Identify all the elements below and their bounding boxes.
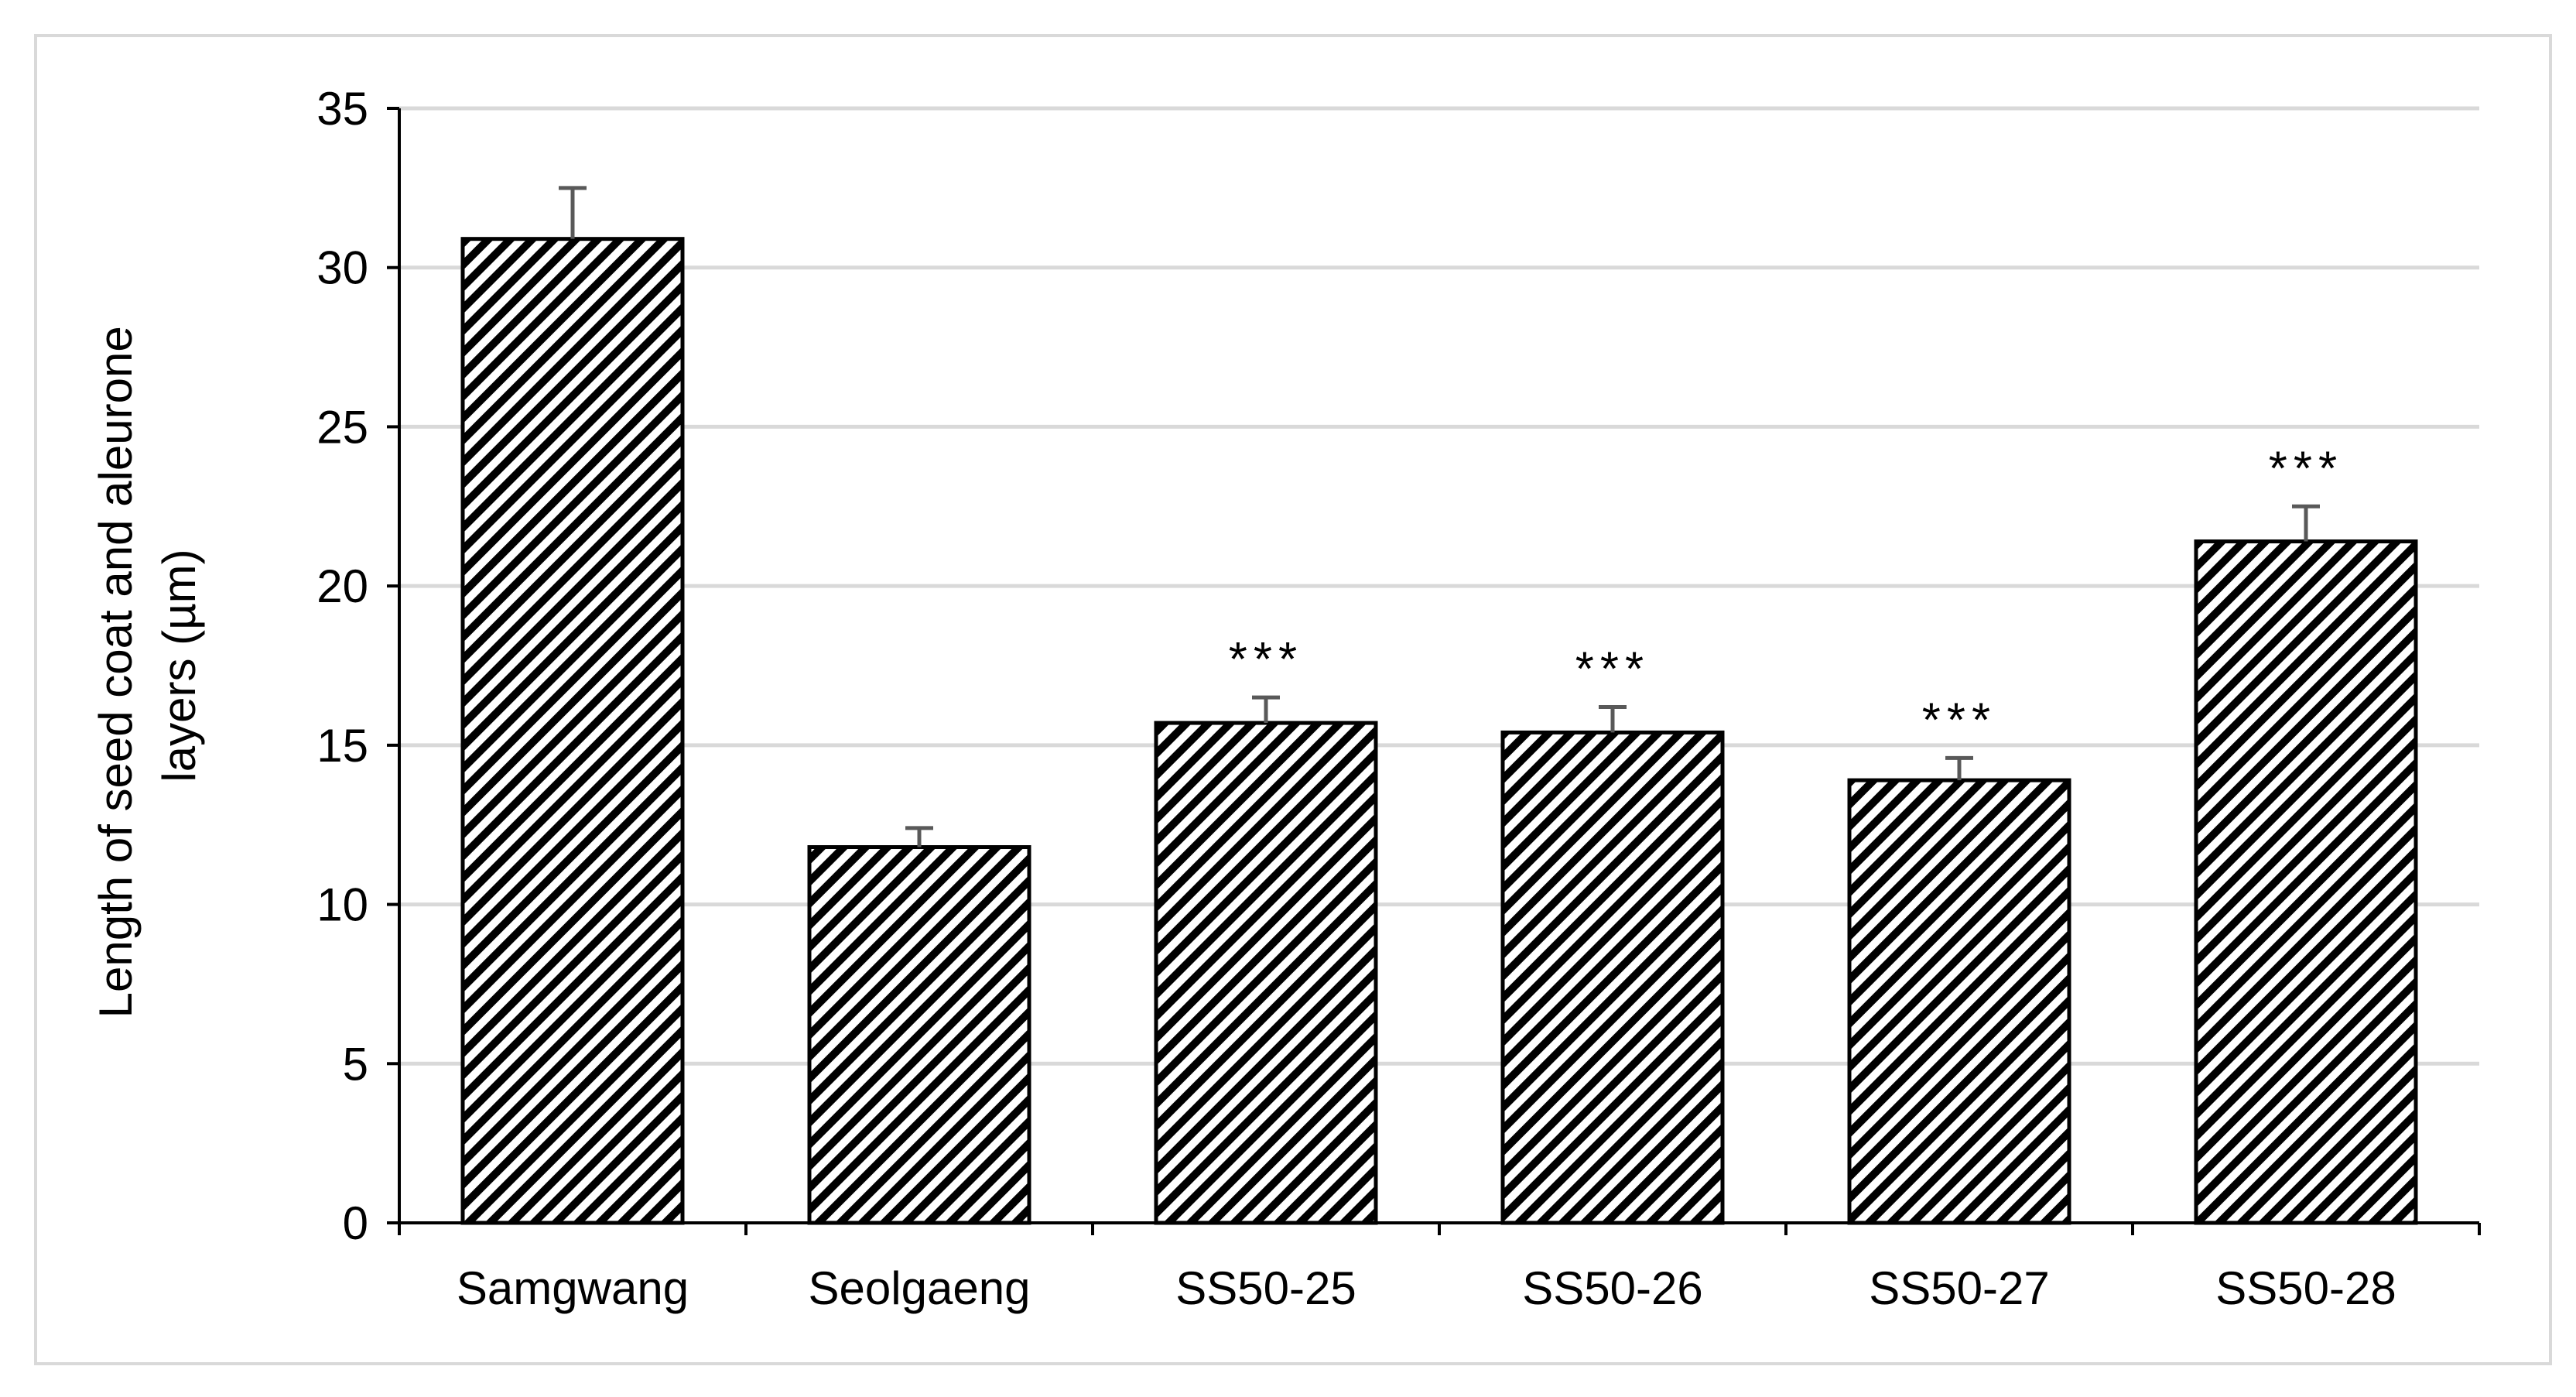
- x-tick-label: SS50-25: [1175, 1262, 1356, 1314]
- y-tick-label: 10: [316, 879, 368, 931]
- significance-label: ***: [1575, 642, 1650, 696]
- y-axis-title: Length of seed coat and aleurone layers …: [90, 313, 205, 1019]
- x-tick-label: SS50-26: [1522, 1262, 1703, 1314]
- error-bars: [559, 186, 2320, 847]
- significance-labels: *** *** *** ***: [1229, 442, 2343, 747]
- gridlines: [399, 106, 2479, 1066]
- x-tick-label: SS50-28: [2215, 1262, 2396, 1314]
- axes: [387, 107, 2481, 1235]
- x-tick-label: Seolgaeng: [809, 1262, 1031, 1314]
- x-tick-labels: Samgwang Seolgaeng SS50-25 SS50-26 SS50-27 SS…: [457, 1262, 2396, 1314]
- y-tick-labels: 0 5 10 15 20 25 30 35: [316, 83, 368, 1249]
- y-axis-title-line-2: layers (µm): [153, 549, 205, 782]
- bar-ss50-26: [1500, 730, 1725, 1225]
- bar-seolgaeng: [807, 845, 1031, 1225]
- bar-ss50-25: [1154, 721, 1378, 1225]
- bar-samgwang: [460, 237, 685, 1225]
- y-tick-label: 20: [316, 560, 368, 612]
- bars: [460, 237, 2418, 1225]
- y-tick-label: 5: [343, 1038, 368, 1090]
- y-tick-label: 35: [316, 83, 368, 135]
- y-tick-label: 30: [316, 242, 368, 294]
- y-tick-label: 0: [343, 1197, 368, 1249]
- significance-label: ***: [2269, 442, 2343, 495]
- y-tick-label: 25: [316, 401, 368, 453]
- x-tick-label: SS50-27: [1869, 1262, 2050, 1314]
- y-axis-title-line-1: Length of seed coat and aleurone: [90, 326, 142, 1018]
- bar-ss50-27: [1847, 778, 2071, 1225]
- bar-ss50-28: [2194, 539, 2418, 1225]
- significance-label: ***: [1922, 693, 1996, 747]
- chart-frame: [34, 34, 2552, 1365]
- x-tick-label: Samgwang: [457, 1262, 689, 1314]
- significance-label: ***: [1229, 633, 1303, 687]
- y-tick-label: 15: [316, 720, 368, 772]
